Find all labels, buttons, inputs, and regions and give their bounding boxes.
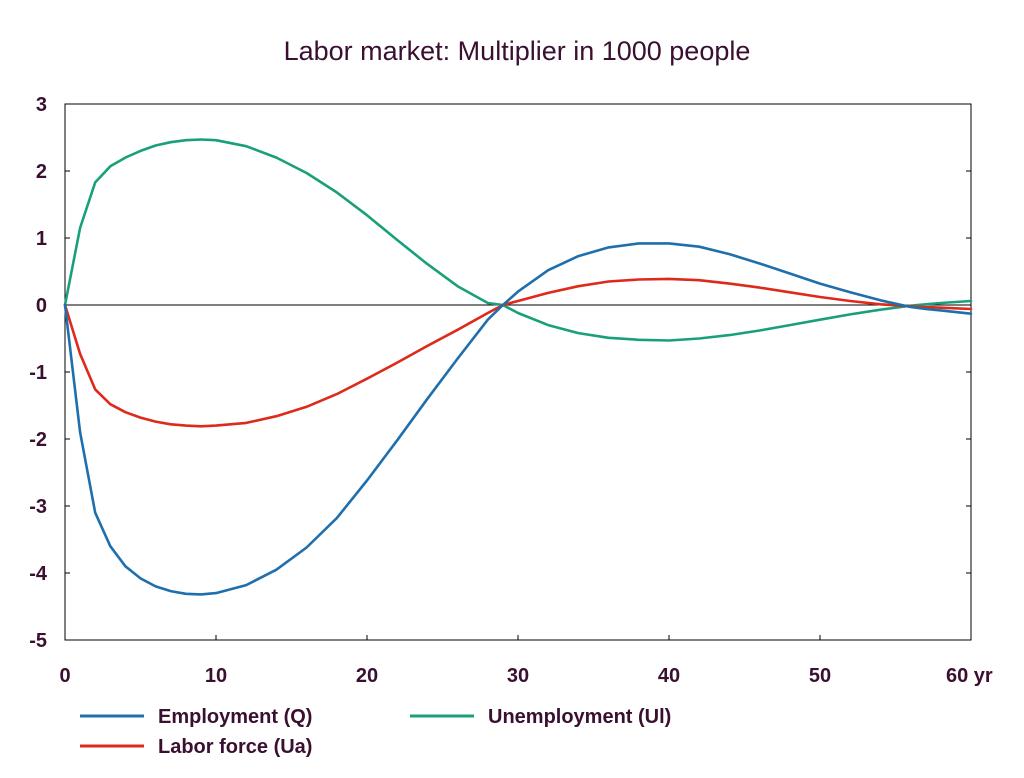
y-tick-label: 0 [36,295,47,317]
unemployment-ul-line [63,138,973,342]
chart-title: Labor market: Multiplier in 1000 people [284,36,751,66]
x-tick-label: 40 [658,665,680,687]
plot-area [64,103,972,641]
y-tick-label: -4 [29,563,48,585]
x-tick-label: 60 yr [946,665,993,687]
x-tick-label: 10 [205,665,227,687]
y-tick-label: -2 [29,429,47,451]
y-tick-label: 2 [36,161,47,183]
legend: Employment (Q) Unemployment (Ul) Labor for… [80,706,671,758]
labor-force-ua-line [63,277,973,428]
y-tick-label: -5 [29,630,47,652]
legend-label-unemployment-ul: Unemployment (Ul) [488,706,671,728]
legend-label-labor-force-ua: Labor force (Ua) [158,736,312,758]
x-tick-label: 30 [507,665,529,687]
employment-q-line [63,242,973,596]
x-tick-label: 0 [59,665,70,687]
x-tick-label: 50 [809,665,831,687]
y-tick-label: 3 [36,94,47,116]
legend-label-employment-q: Employment (Q) [158,706,312,728]
series-layer [63,138,973,596]
y-tick-label: -1 [29,362,47,384]
x-tick-label: 20 [356,665,378,687]
plot-border [64,103,972,641]
y-tick-label: -3 [29,496,47,518]
y-tick-label: 1 [36,228,47,250]
